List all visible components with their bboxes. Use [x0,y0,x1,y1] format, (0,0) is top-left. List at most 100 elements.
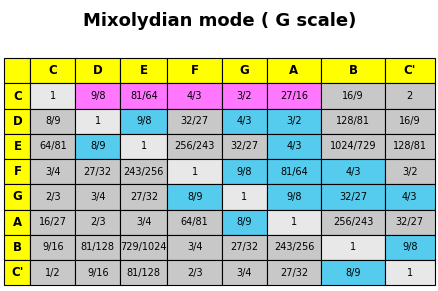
Text: B: B [348,64,357,77]
Text: G: G [239,64,249,77]
Text: 1024/729: 1024/729 [329,141,375,152]
Bar [221,134,266,159]
Text: 3/4: 3/4 [236,267,251,278]
Text: 32/27: 32/27 [230,141,258,152]
Text: 8/9: 8/9 [236,217,251,227]
Bar [120,58,167,84]
Bar [321,58,384,84]
Text: 1: 1 [349,242,355,252]
Bar [321,184,384,210]
Bar [384,109,434,134]
Bar [384,58,434,84]
Bar [30,260,75,285]
Bar [266,58,321,84]
Text: 2/3: 2/3 [187,267,202,278]
Text: 128/81: 128/81 [392,141,426,152]
Text: 27/16: 27/16 [279,91,307,101]
Text: 8/9: 8/9 [187,192,202,202]
Bar [221,184,266,210]
Bar [4,84,30,109]
Bar [75,134,120,159]
Text: 1: 1 [241,192,247,202]
Bar [221,210,266,235]
Text: 3/2: 3/2 [236,91,251,101]
Bar [4,235,30,260]
Text: 16/9: 16/9 [342,91,363,101]
Bar [120,84,167,109]
Bar [221,109,266,134]
Bar [221,58,266,84]
Bar [321,260,384,285]
Text: 256/243: 256/243 [332,217,372,227]
Bar [30,58,75,84]
Bar [75,109,120,134]
Text: 1/2: 1/2 [45,267,60,278]
Text: 27/32: 27/32 [230,242,258,252]
Text: 9/16: 9/16 [87,267,108,278]
Bar [30,184,75,210]
Text: 3/2: 3/2 [286,116,301,126]
Bar [266,159,321,184]
Bar [120,260,167,285]
Bar [321,159,384,184]
Text: 27/32: 27/32 [130,192,158,202]
Text: 1: 1 [49,91,56,101]
Bar [221,235,266,260]
Bar [167,84,221,109]
Text: 9/16: 9/16 [42,242,64,252]
Bar [4,184,30,210]
Bar [4,260,30,285]
Bar [120,184,167,210]
Text: 2: 2 [406,91,412,101]
Bar [75,84,120,109]
Bar [120,210,167,235]
Text: 2/3: 2/3 [45,192,60,202]
Bar [4,134,30,159]
Text: 243/256: 243/256 [273,242,314,252]
Text: 9/8: 9/8 [90,91,105,101]
Text: 9/8: 9/8 [136,116,151,126]
Bar [221,84,266,109]
Text: 8/9: 8/9 [90,141,105,152]
Text: 2/3: 2/3 [90,217,105,227]
Text: 81/128: 81/128 [81,242,114,252]
Bar [321,235,384,260]
Text: 64/81: 64/81 [39,141,67,152]
Text: 32/27: 32/27 [338,192,366,202]
Bar [75,184,120,210]
Text: 3/4: 3/4 [187,242,202,252]
Text: E: E [14,140,21,153]
Bar [30,134,75,159]
Bar [167,235,221,260]
Bar [75,58,120,84]
Bar [167,260,221,285]
Text: B: B [13,241,22,254]
Text: 4/3: 4/3 [236,116,251,126]
Bar [321,109,384,134]
Text: 8/9: 8/9 [345,267,360,278]
Text: 1: 1 [95,116,101,126]
Text: 9/8: 9/8 [286,192,301,202]
Bar [266,134,321,159]
Bar [167,109,221,134]
Bar [4,159,30,184]
Bar [384,260,434,285]
Text: 3/4: 3/4 [136,217,151,227]
Bar [266,210,321,235]
Text: D: D [93,64,102,77]
Text: G: G [13,190,22,203]
Bar [30,235,75,260]
Bar [321,134,384,159]
Bar [384,159,434,184]
Text: 64/81: 64/81 [180,217,208,227]
Text: F: F [14,165,21,178]
Bar [384,134,434,159]
Text: E: E [140,64,148,77]
Text: C: C [48,64,57,77]
Bar [167,159,221,184]
Bar [30,109,75,134]
Text: 16/9: 16/9 [398,116,420,126]
Bar [221,260,266,285]
Text: 81/128: 81/128 [127,267,160,278]
Bar [4,109,30,134]
